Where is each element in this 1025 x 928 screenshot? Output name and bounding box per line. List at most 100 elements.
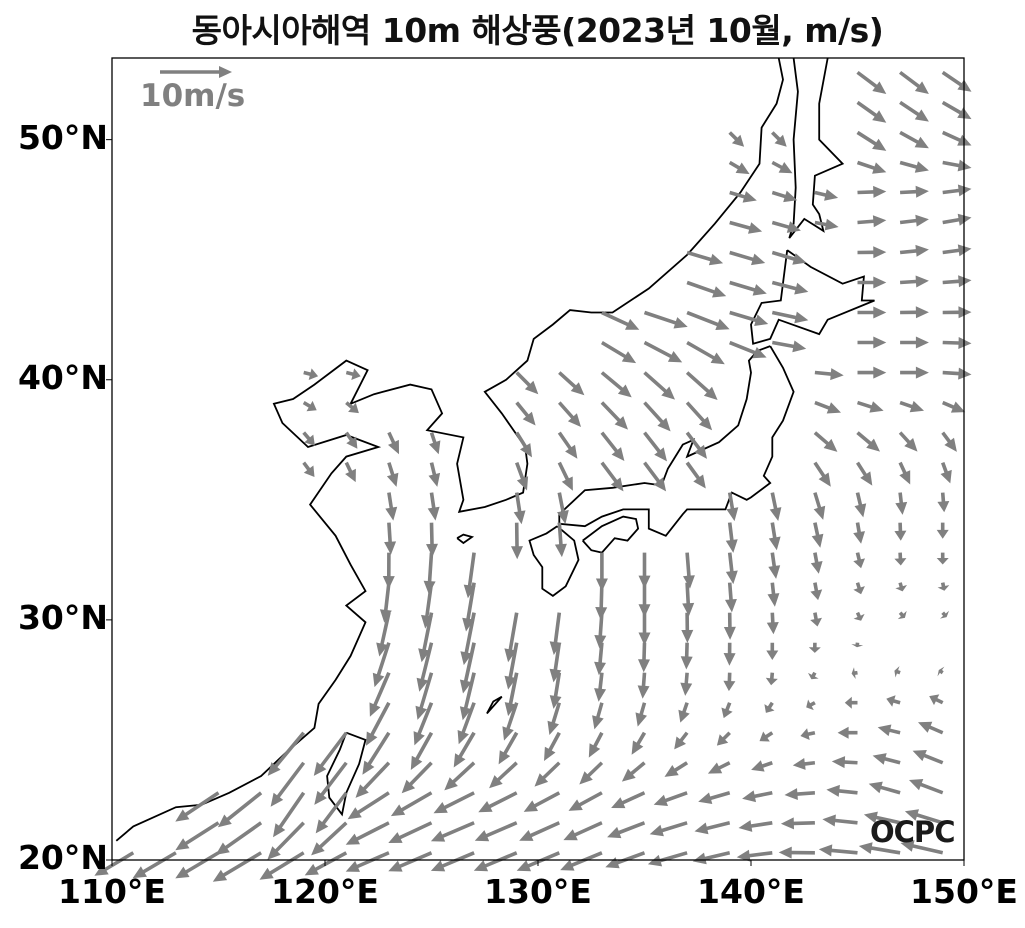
wind-arrow: [558, 401, 581, 427]
wind-arrow: [175, 821, 220, 851]
wind-arrow: [504, 672, 519, 717]
wind-arrow: [771, 190, 798, 203]
wind-arrow: [942, 213, 972, 226]
wind-arrow: [653, 791, 688, 806]
wind-arrow: [814, 368, 844, 381]
wind-arrow: [909, 779, 944, 795]
wind-arrow: [345, 821, 390, 845]
wind-arrow: [416, 642, 434, 692]
wind-arrow: [674, 731, 689, 750]
wind-arrow: [771, 160, 793, 174]
wind-arrow: [579, 761, 604, 785]
wind-arrow: [937, 492, 950, 513]
wind-arrow: [759, 731, 774, 742]
wind-arrow: [345, 368, 361, 380]
wind-arrow: [723, 642, 736, 666]
wind-arrow: [929, 694, 944, 706]
wind-arrow: [721, 702, 733, 719]
wind-arrow: [685, 431, 707, 459]
wind-arrow: [611, 791, 646, 809]
wind-arrow: [523, 791, 561, 812]
wind-arrow: [826, 784, 858, 797]
wind-arrow: [856, 431, 880, 452]
lat-tick-label: 20°N: [17, 838, 108, 877]
wind-arrow: [369, 672, 391, 717]
wind-arrow: [942, 130, 972, 146]
wind-arrow: [771, 250, 807, 265]
wind-arrow: [427, 492, 440, 521]
lon-tick-label: 130°E: [484, 872, 592, 911]
wind-arrow: [459, 642, 476, 694]
wind-arrow: [729, 280, 767, 296]
wind-arrow: [716, 731, 731, 746]
wind-arrow: [941, 100, 972, 120]
wind-arrow: [601, 341, 637, 364]
wind-arrow: [345, 851, 390, 872]
wind-arrow: [858, 842, 901, 855]
wind-arrow: [594, 642, 606, 676]
wind-arrow: [942, 275, 972, 288]
wind-arrow: [664, 761, 689, 777]
wind-arrow: [557, 492, 569, 524]
wind-arrow: [942, 184, 972, 197]
wind-arrow: [421, 582, 434, 629]
lon-tick-label: 150°E: [910, 872, 1018, 911]
lon-tick-label: 120°E: [271, 872, 379, 911]
wind-arrow: [831, 756, 858, 769]
wind-arrow: [725, 582, 737, 613]
wind-arrow: [594, 612, 607, 649]
wind-arrow: [940, 610, 949, 619]
wind-arrow: [857, 185, 887, 198]
wind-arrow: [560, 851, 603, 871]
wind-arrow: [175, 791, 220, 822]
wind-arrow: [433, 791, 475, 814]
wind-arrow: [344, 461, 356, 483]
wind-arrow: [683, 552, 695, 589]
wind-arrow: [900, 840, 944, 855]
wind-arrow: [418, 612, 434, 663]
wind-arrow: [685, 401, 713, 431]
wind-arrow: [768, 552, 781, 579]
wind-arrow: [769, 492, 782, 521]
wind-arrow: [857, 336, 887, 349]
wind-arrow: [941, 431, 957, 452]
wind-arrow: [686, 341, 725, 365]
wind-arrow: [680, 672, 693, 696]
wind-arrow: [345, 401, 359, 414]
wind-arrow: [856, 160, 887, 174]
wind-arrow: [426, 522, 438, 557]
wind-arrow: [502, 702, 519, 741]
wind-arrow: [607, 821, 646, 839]
wind-arrow: [942, 337, 972, 349]
wind-arrow: [267, 731, 306, 776]
wind-arrow: [725, 552, 738, 585]
wind-arrow: [303, 368, 319, 380]
wind-arrow: [751, 760, 773, 772]
wind-arrow: [857, 306, 887, 319]
wind-arrow: [822, 814, 858, 827]
wind-arrow: [515, 401, 536, 426]
ocpc-logo: OCPC: [870, 815, 955, 849]
wind-arrow: [729, 250, 766, 266]
wind-arrow: [940, 462, 952, 484]
wind-arrow: [899, 130, 929, 149]
wind-arrow: [771, 131, 787, 147]
wind-arrow: [600, 431, 625, 461]
wind-arrow: [385, 492, 398, 521]
wind-arrow: [568, 791, 603, 811]
wind-arrow: [837, 726, 858, 739]
wind-arrow: [473, 851, 518, 872]
wind-arrow: [635, 702, 647, 727]
wind-arrow: [899, 400, 924, 413]
wind-arrow: [942, 367, 972, 380]
wind-arrow: [557, 431, 578, 459]
wind-arrow: [302, 461, 315, 477]
wind-arrow: [942, 244, 972, 257]
wind-arrow: [900, 306, 929, 319]
wind-arrow: [362, 731, 391, 775]
wind-arrow: [937, 666, 945, 677]
wind-arrow: [856, 71, 887, 94]
lat-tick-label: 40°N: [17, 357, 108, 397]
wind-arrow: [857, 246, 887, 259]
wind-arrow: [415, 672, 434, 720]
